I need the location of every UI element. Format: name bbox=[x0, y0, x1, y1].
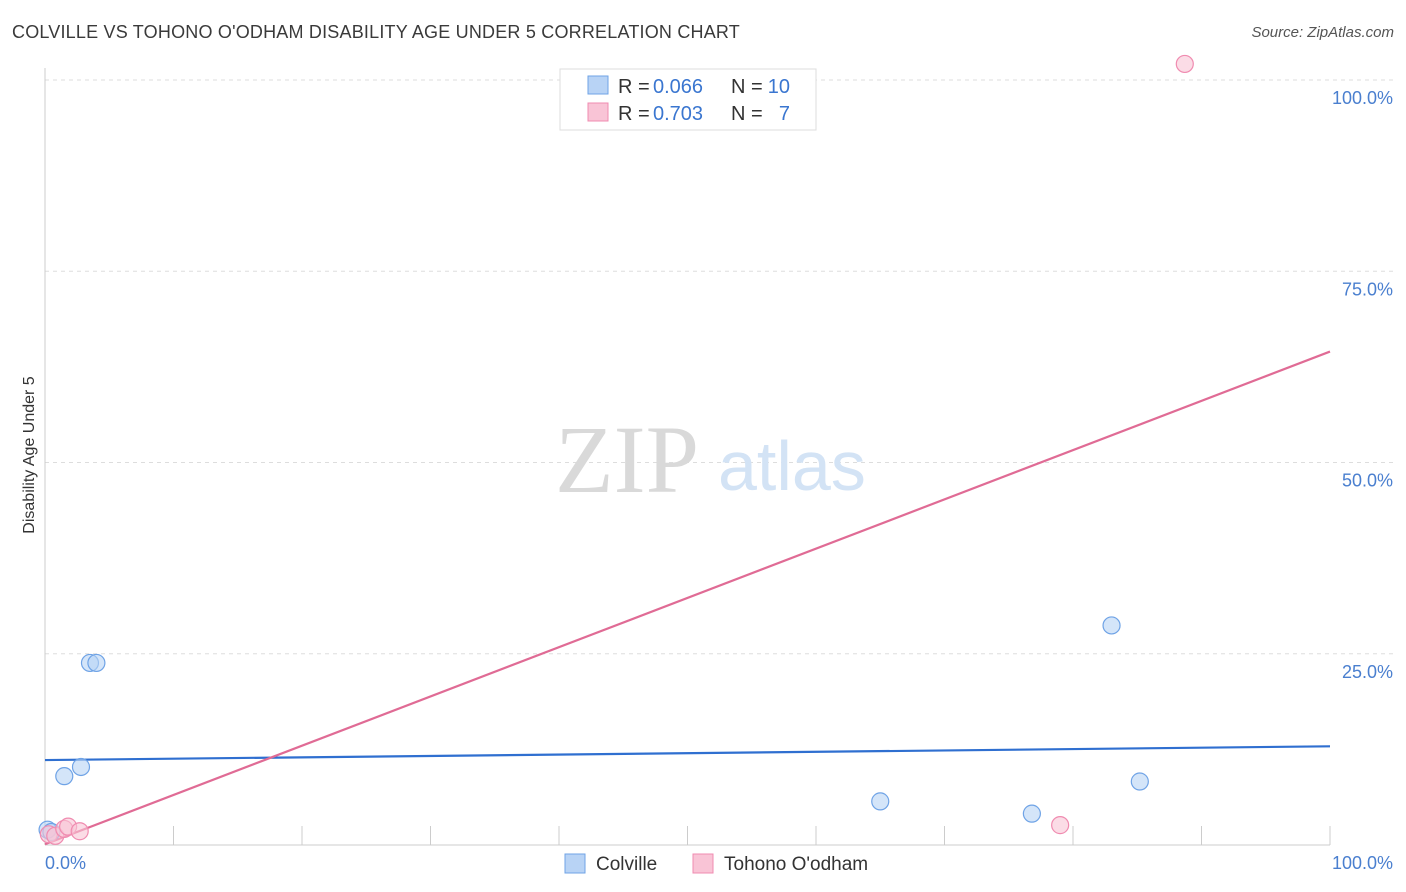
x-tick-label-max: 100.0% bbox=[1332, 853, 1393, 873]
trend-line-colville bbox=[44, 745, 1331, 762]
point-colville-8 bbox=[1102, 616, 1121, 635]
point-colville-6 bbox=[871, 792, 890, 811]
bottom-legend: Colville Tohono O'odham bbox=[564, 853, 868, 875]
grid-lines bbox=[45, 79, 1393, 655]
axes bbox=[44, 68, 1331, 846]
bottom-legend-tohono: Tohono O'odham bbox=[724, 854, 868, 875]
point-colville-5 bbox=[87, 653, 106, 673]
watermark-atlas: atlas bbox=[718, 427, 866, 505]
legend-swatch-tohono bbox=[587, 102, 609, 122]
point-tohono-5 bbox=[1051, 816, 1070, 835]
y-tick-label-75: 75.0% bbox=[1342, 279, 1393, 299]
y-tick-label-100: 100.0% bbox=[1332, 88, 1393, 108]
point-colville-2 bbox=[55, 767, 74, 786]
y-axis-title: Disability Age Under 5 bbox=[21, 376, 38, 534]
bottom-legend-swatch-colville bbox=[564, 853, 586, 874]
bottom-legend-swatch-tohono bbox=[692, 853, 714, 874]
x-tick-label-min: 0.0% bbox=[45, 853, 86, 873]
trend-line-tohono bbox=[44, 350, 1331, 846]
legend-r-label-2: R = bbox=[618, 103, 650, 125]
legend-swatch-colville bbox=[587, 75, 609, 95]
watermark: ZIP atlas bbox=[555, 406, 866, 513]
point-tohono-4 bbox=[70, 822, 89, 841]
legend-r-value-1: 0.066 bbox=[653, 76, 703, 98]
legend-r-value-2: 0.703 bbox=[653, 103, 703, 125]
legend-r-label-1: R = bbox=[618, 76, 650, 98]
chart-source: Source: ZipAtlas.com bbox=[1251, 24, 1394, 41]
point-tohono-6 bbox=[1175, 54, 1194, 74]
legend-n-value-1: 10 bbox=[768, 76, 790, 98]
point-colville-9 bbox=[1130, 772, 1149, 791]
legend-n-value-2: 7 bbox=[779, 103, 790, 125]
watermark-zip: ZIP bbox=[555, 406, 699, 513]
point-colville-7 bbox=[1022, 804, 1041, 823]
point-colville-3 bbox=[71, 757, 91, 777]
legend: R = 0.066 N = 10 R = 0.703 N = 7 bbox=[559, 68, 817, 131]
y-tick-label-25: 25.0% bbox=[1342, 662, 1393, 682]
y-tick-label-50: 50.0% bbox=[1342, 471, 1393, 491]
legend-n-label-1: N = bbox=[731, 76, 763, 98]
legend-n-label-2: N = bbox=[731, 103, 763, 125]
trend-lines bbox=[44, 350, 1331, 846]
bottom-legend-colville: Colville bbox=[596, 854, 657, 875]
chart-title: COLVILLE VS TOHONO O'ODHAM DISABILITY AG… bbox=[12, 22, 741, 42]
y-tick-labels: 25.0% 50.0% 75.0% 100.0% bbox=[1332, 88, 1393, 682]
data-points bbox=[38, 54, 1194, 845]
